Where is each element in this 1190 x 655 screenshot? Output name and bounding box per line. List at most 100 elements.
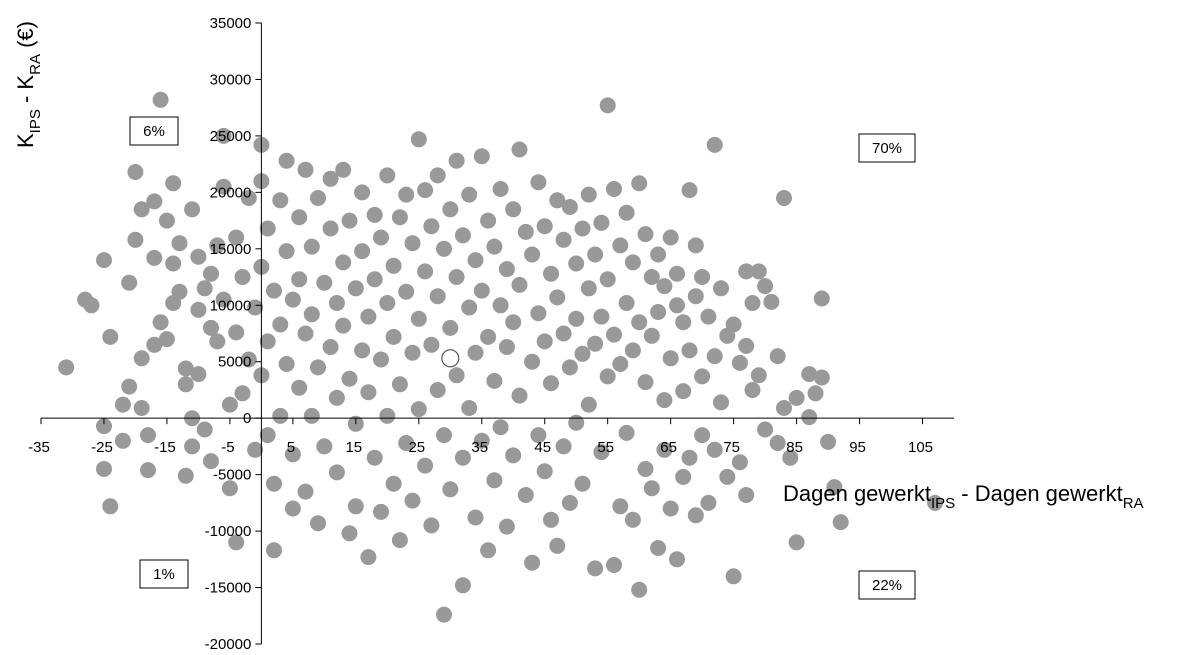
- x-tick-label: -5: [221, 439, 234, 456]
- data-point: [650, 304, 667, 320]
- data-point: [303, 407, 320, 424]
- data-point: [719, 468, 736, 485]
- data-point: [713, 394, 729, 411]
- quadrant-percent: 6%: [143, 123, 165, 140]
- data-point: [442, 481, 459, 498]
- data-point: [385, 257, 402, 274]
- data-point: [442, 319, 459, 336]
- data-point: [574, 345, 591, 362]
- data-point: [96, 461, 112, 477]
- data-point: [196, 280, 213, 297]
- data-point: [228, 229, 245, 246]
- data-point: [511, 387, 528, 404]
- data-point: [498, 339, 515, 355]
- data-point: [599, 97, 616, 114]
- data-point: [354, 342, 371, 359]
- y-tick-label: 30000: [210, 71, 252, 88]
- data-point: [555, 231, 572, 248]
- data-point: [140, 427, 156, 444]
- data-point: [266, 542, 282, 559]
- data-point: [757, 421, 774, 438]
- data-point: [624, 511, 641, 528]
- data-point: [335, 317, 352, 334]
- data-point: [536, 218, 553, 235]
- data-point: [738, 487, 755, 503]
- data-point: [524, 246, 541, 263]
- data-point: [694, 269, 711, 285]
- data-point: [480, 328, 497, 345]
- data-point: [234, 269, 251, 285]
- data-point: [247, 441, 264, 458]
- data-point: [165, 175, 182, 192]
- data-point: [240, 190, 257, 206]
- x-tick-label: 25: [408, 439, 425, 456]
- y-tick-label: 35000: [210, 15, 252, 32]
- data-point: [272, 316, 289, 333]
- y-tick-label: 15000: [210, 241, 252, 258]
- data-point: [215, 291, 232, 308]
- data-point: [228, 324, 245, 341]
- data-point: [417, 263, 434, 280]
- quadrant-percent: 1%: [153, 566, 175, 583]
- data-point: [505, 314, 522, 331]
- data-point: [593, 214, 610, 231]
- data-point: [190, 301, 207, 318]
- data-point: [96, 418, 112, 435]
- data-point: [127, 164, 144, 180]
- x-tick-label: 85: [786, 439, 803, 456]
- data-point: [769, 348, 786, 365]
- data-point: [429, 288, 446, 305]
- data-point: [662, 229, 679, 246]
- data-point: [278, 243, 295, 260]
- data-point: [146, 336, 163, 353]
- y-tick-label: 0: [243, 410, 251, 427]
- data-point: [536, 333, 553, 350]
- data-point: [517, 223, 534, 240]
- y-tick-label: -5000: [213, 467, 251, 484]
- data-point: [335, 254, 352, 271]
- data-point: [473, 148, 490, 165]
- data-point: [417, 457, 434, 474]
- data-point: [284, 446, 301, 463]
- data-point: [744, 295, 761, 311]
- data-point: [404, 344, 421, 361]
- data-point: [694, 427, 711, 444]
- data-point: [624, 342, 641, 359]
- data-point: [410, 310, 427, 327]
- y-tick-label: -20000: [205, 636, 252, 653]
- x-tick-label: 5: [287, 439, 295, 456]
- quadrant-label-top-left: 6%: [129, 116, 179, 146]
- x-tick-label: 75: [723, 439, 740, 456]
- y-tick-label: 5000: [218, 354, 251, 371]
- data-point: [650, 540, 667, 556]
- data-point: [310, 190, 326, 206]
- data-point: [750, 367, 767, 384]
- data-point: [341, 370, 358, 387]
- data-point: [480, 212, 497, 229]
- data-point: [291, 209, 308, 226]
- x-tick-label: -15: [154, 439, 176, 456]
- data-point: [328, 295, 345, 311]
- data-point: [448, 269, 465, 285]
- data-point: [776, 190, 792, 206]
- data-point: [121, 378, 138, 395]
- data-point: [316, 274, 333, 291]
- data-point: [184, 438, 201, 455]
- data-point: [278, 356, 295, 372]
- data-point: [341, 525, 358, 542]
- data-point: [725, 568, 742, 585]
- data-point: [505, 447, 522, 464]
- data-point: [83, 297, 100, 314]
- data-point: [461, 400, 478, 416]
- data-point: [322, 339, 339, 355]
- data-point: [587, 246, 604, 263]
- data-point: [662, 500, 679, 517]
- data-point: [826, 479, 843, 496]
- data-point: [328, 464, 345, 481]
- data-point: [102, 498, 119, 515]
- data-point: [763, 293, 780, 310]
- data-point: [498, 261, 515, 278]
- data-point: [322, 170, 339, 187]
- data-point: [366, 206, 383, 223]
- data-point: [335, 161, 352, 178]
